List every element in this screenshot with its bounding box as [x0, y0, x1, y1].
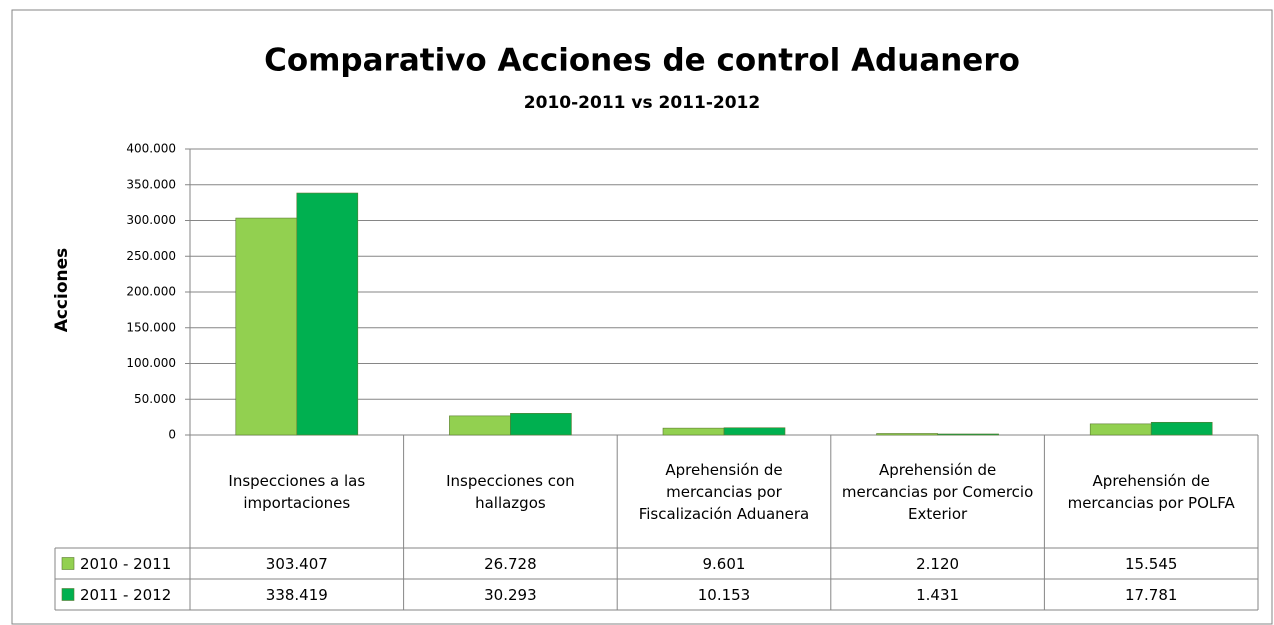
table-value: 338.419 — [265, 585, 328, 604]
y-tick-label: 250.000 — [126, 249, 176, 263]
y-tick-label: 0 — [168, 428, 176, 442]
legend-key — [61, 588, 75, 601]
chart-title: Comparativo Acciones de control Aduanero — [264, 43, 1020, 79]
x-tick-label: Inspecciones con hallazgos — [446, 471, 575, 512]
bar — [449, 415, 511, 436]
legend-key — [61, 557, 75, 570]
table-value: 10.153 — [697, 585, 751, 604]
bar — [510, 413, 572, 436]
table-value: 30.293 — [484, 585, 537, 604]
x-tick-label: Aprehensión de mercancias por Fiscalizac… — [638, 460, 810, 523]
bar — [937, 433, 999, 436]
bar — [235, 217, 298, 436]
bar — [662, 427, 725, 436]
table-value: 2.120 — [916, 554, 960, 573]
x-tick-label: Aprehensión de mercancias por Comercio E… — [841, 460, 1034, 523]
bar — [723, 427, 786, 436]
y-tick-label: 350.000 — [126, 177, 176, 191]
y-axis-label: Acciones — [52, 248, 72, 333]
x-tick-label: Aprehensión de mercancias por POLFA — [1067, 471, 1235, 512]
y-tick-label: 100.000 — [126, 356, 176, 370]
chart-frame — [11, 9, 1273, 625]
table-value: 26.728 — [484, 554, 537, 573]
y-tick-label: 400.000 — [126, 142, 176, 156]
table-value: 17.781 — [1124, 585, 1178, 604]
bar — [1150, 421, 1213, 436]
x-tick-label: Inspecciones a las importaciones — [228, 471, 366, 512]
table-value: 1.431 — [916, 585, 960, 604]
table-value: 9.601 — [702, 554, 746, 573]
y-tick-label: 50.000 — [134, 392, 176, 406]
table-value: 303.407 — [265, 554, 328, 573]
y-tick-label: 150.000 — [126, 320, 176, 334]
chart-subtitle: 2010-2011 vs 2011-2012 — [524, 93, 760, 113]
legend-label: 2011 - 2012 — [80, 585, 172, 604]
y-tick-label: 300.000 — [126, 213, 176, 227]
y-tick-label: 200.000 — [126, 285, 176, 299]
bar — [296, 192, 359, 436]
bar — [1089, 423, 1152, 436]
table-value: 15.545 — [1124, 554, 1178, 573]
legend-label: 2010 - 2011 — [80, 554, 172, 573]
